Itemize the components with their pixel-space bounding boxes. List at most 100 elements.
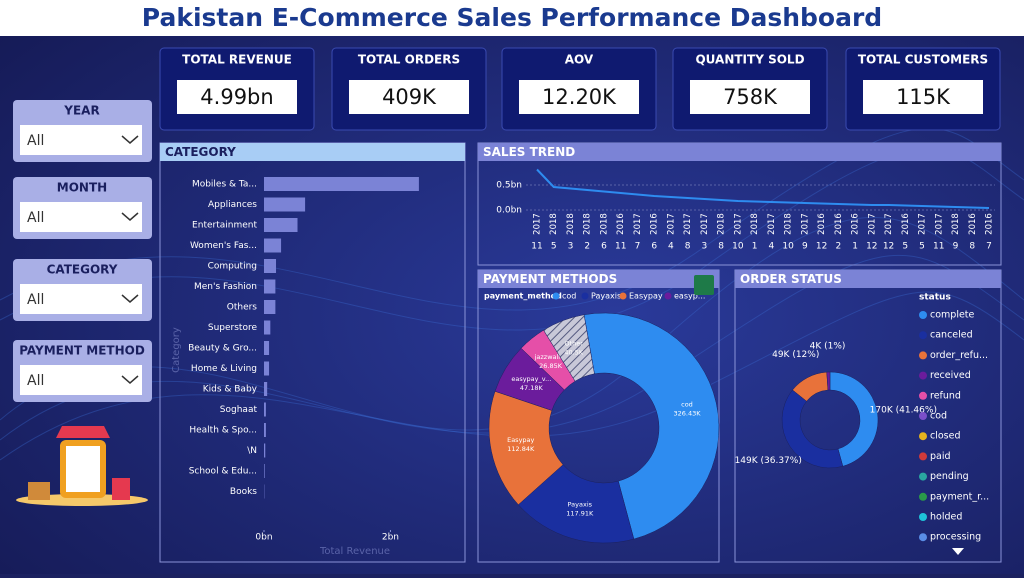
legend-swatch [919,372,927,380]
y-tick-label: Men's Fashion [194,282,257,292]
x-tick-month: 10 [732,242,744,252]
x-tick-year: 2018 [750,213,760,235]
y-tick-label: School & Edu... [189,467,257,477]
bar [264,198,305,212]
legend-swatch [919,513,927,521]
kpi-label: TOTAL ORDERS [358,53,460,67]
x-tick-month: 6 [651,242,657,252]
filter-value: All [27,210,44,226]
bar [264,341,269,355]
legend-swatch [919,432,927,440]
bar [264,362,269,376]
x-tick-month: 11 [531,242,542,252]
x-tick-label: 2bn [382,533,399,543]
legend-title: status [919,293,951,303]
export-icon[interactable] [694,275,714,295]
x-tick-month: 8 [685,242,691,252]
legend-swatch [919,452,927,460]
x-tick-month: 7 [635,242,641,252]
kpi-value: 758K [723,85,778,109]
y-tick-label: Health & Spo... [189,426,257,436]
x-tick-year: 2018 [549,213,559,235]
filter-value: All [27,133,44,149]
y-tick-label: Beauty & Gro... [188,344,257,354]
legend-entry: cod [562,292,576,301]
legend-entry: holded [930,512,962,523]
bar [264,464,265,478]
kpi-label: QUANTITY SOLD [695,53,804,67]
x-tick-year: 2016 [817,213,827,235]
panel-title: ORDER STATUS [740,272,842,286]
x-tick-year: 2017 [918,213,928,235]
x-tick-month: 1 [852,242,858,252]
x-tick-year: 2018 [951,213,961,235]
filter-value: All [27,373,44,389]
filter-label: YEAR [63,104,99,118]
x-tick-year: 2017 [800,213,810,235]
bar [264,321,270,335]
x-tick-year: 2017 [733,213,743,235]
slice-label: 170K (41.46%) [870,406,937,416]
legend-entry: refund [930,390,961,401]
x-tick-year: 2018 [583,213,593,235]
legend-entry: cod [930,411,947,422]
x-tick-month: 9 [802,242,808,252]
bar [264,300,275,314]
slice-label: 4K (1%) [810,342,846,352]
legend-swatch [620,293,627,300]
x-tick-year: 2016 [616,213,626,235]
x-tick-month: 2 [584,242,590,252]
y-tick-label: Entertainment [192,221,257,231]
slice-label: 26.85K [539,362,563,370]
bar [264,382,267,396]
x-tick-year: 2017 [934,213,944,235]
slice-label: 112.84K [507,445,535,453]
x-tick-month: 12 [866,242,877,252]
panel-title: PAYMENT METHODS [483,272,617,286]
legend-entry: Easypay [629,292,663,301]
y-tick-label: Soghaat [220,405,258,415]
y-tick-label: Computing [208,262,257,272]
legend-entry: payment_r... [930,491,989,502]
x-tick-year: 2016 [851,213,861,235]
slice-name: cod [681,401,693,409]
legend-swatch [665,293,672,300]
legend-swatch [919,392,927,400]
legend-entry: canceled [930,330,973,341]
legend-title: payment_method [484,292,562,301]
filter-label: CATEGORY [47,263,118,277]
x-tick-year: 2017 [767,213,777,235]
y-tick-label: 0.5bn [496,181,522,191]
kpi-value: 115K [896,85,951,109]
slice-name: Payaxis [568,500,593,508]
x-tick-month: 9 [953,242,959,252]
x-tick-year: 2017 [700,213,710,235]
bar [264,218,298,232]
bar [264,403,266,417]
x-tick-year: 2017 [533,213,543,235]
y-tick-label: Mobiles & Ta... [192,180,257,190]
slice-label: 40.5K [564,349,583,357]
y-tick-label: Books [230,487,257,497]
slice-label: 47.18K [520,384,544,392]
x-tick-year: 2018 [566,213,576,235]
legend-entry: closed [930,431,961,442]
x-tick-year: 2016 [901,213,911,235]
filter-value: All [27,292,44,308]
x-tick-year: 2016 [968,213,978,235]
legend-entry: order_refu... [930,350,988,361]
x-tick-month: 4 [668,242,674,252]
x-tick-year: 2016 [650,213,660,235]
bar [264,259,276,273]
slice-label: 149K (36.37%) [735,456,802,466]
x-tick-month: 7 [986,242,992,252]
y-tick-label: Others [227,303,258,313]
x-tick-year: 2018 [784,213,794,235]
legend-swatch [553,293,560,300]
slice-label: 117.91K [566,509,594,517]
slice-name: easypay_v... [511,375,551,383]
x-tick-month: 12 [816,242,827,252]
x-tick-month: 6 [601,242,607,252]
legend-swatch [919,533,927,541]
